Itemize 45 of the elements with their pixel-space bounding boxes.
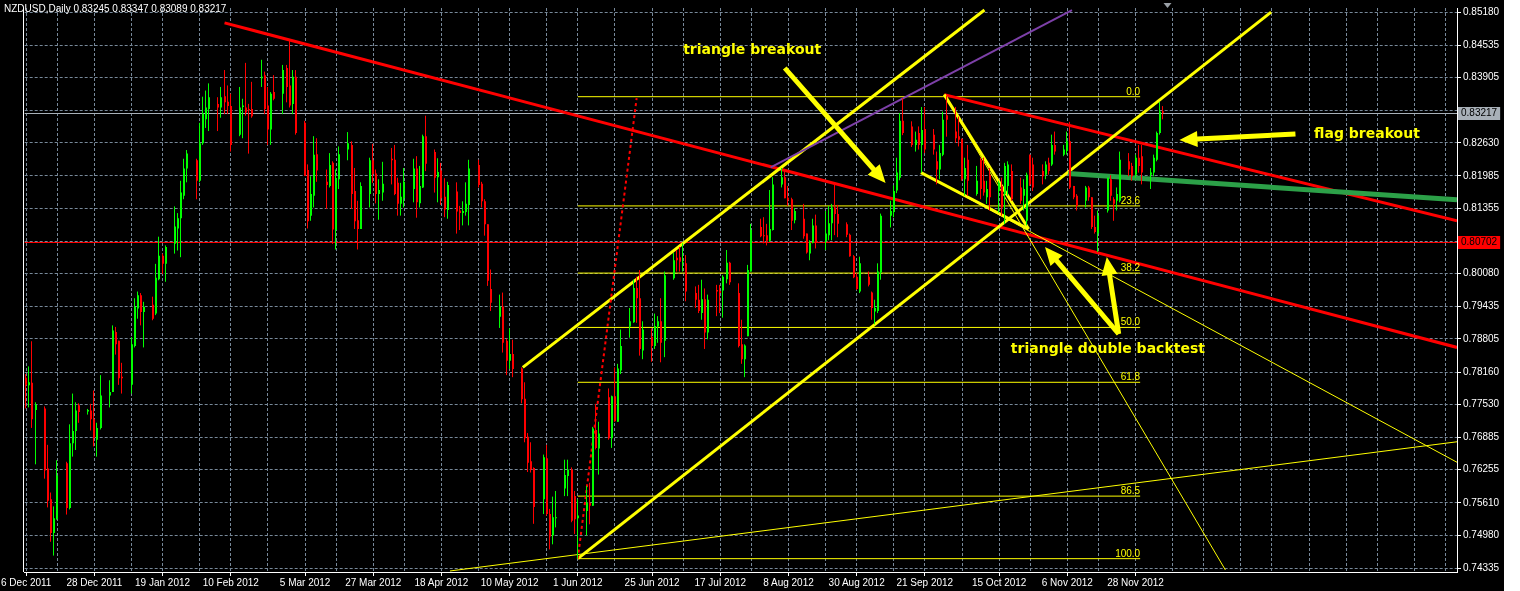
y-tick-label: 0.77530 [1463,398,1500,410]
x-tick-label: 10 Feb 2012 [202,576,260,588]
annotation: flag breakout [1314,124,1421,141]
x-tick-label: 6 Nov 2012 [1041,576,1094,588]
x-tick-label: 27 Mar 2012 [345,576,402,588]
series-label: 38.2 [1120,262,1141,274]
chart-title: NZDUSD,Daily 0.83245 0.83347 0.83089 0.83217 [4,2,227,14]
y-tick-label: 0.80080 [1463,267,1500,279]
x-tick-label: 28 Nov 2012 [1107,576,1165,588]
y-tick-label: 0.82630 [1463,136,1500,148]
series-label: 100.0 [1115,547,1141,559]
y-tick-label: 0.75610 [1463,496,1500,508]
ref-line-label: 0.80702 [1461,236,1498,248]
x-tick-label: 28 Dec 2011 [66,576,123,588]
series-label: 0.0 [1126,85,1141,97]
x-tick-label: 10 May 2012 [480,576,539,588]
y-tick-label: 0.79435 [1463,300,1500,312]
x-tick-label: 19 Jan 2012 [135,576,191,588]
y-tick-label: 0.78805 [1463,332,1500,344]
x-tick-label: 5 Mar 2012 [279,576,331,588]
ref-line-label: 0.83217 [1461,107,1498,119]
y-tick-label: 0.81355 [1463,201,1500,213]
x-tick-label: 21 Sep 2012 [896,576,954,588]
annotation: triangle breakout [683,40,822,57]
x-tick-label: 17 Jul 2012 [694,576,747,588]
x-tick-label: 30 Aug 2012 [828,576,886,588]
y-tick-label: 0.74980 [1463,528,1500,540]
x-tick-label: 8 Aug 2012 [763,576,815,588]
series-label: 86.5 [1120,485,1141,497]
x-tick-label: 6 Dec 2011 [1,576,52,588]
x-tick-label: 18 Apr 2012 [414,576,469,588]
x-tick-label: 1 Jun 2012 [553,576,603,588]
y-tick-label: 0.83905 [1463,71,1500,83]
x-tick-label: 15 Oct 2012 [971,576,1027,588]
y-tick-label: 0.85180 [1463,5,1500,17]
y-tick-label: 0.74335 [1463,561,1500,573]
y-tick-label: 0.76885 [1463,431,1500,443]
x-tick-label: 25 Jun 2012 [624,576,681,588]
y-tick-label: 0.78160 [1463,365,1500,377]
y-tick-label: 0.81985 [1463,169,1500,181]
series-label: 61.8 [1120,371,1141,383]
series-label: 50.0 [1120,316,1141,328]
y-tick-label: 0.84535 [1463,38,1500,50]
y-tick-label: 0.76255 [1463,463,1500,475]
series-label: 23.6 [1120,194,1141,206]
